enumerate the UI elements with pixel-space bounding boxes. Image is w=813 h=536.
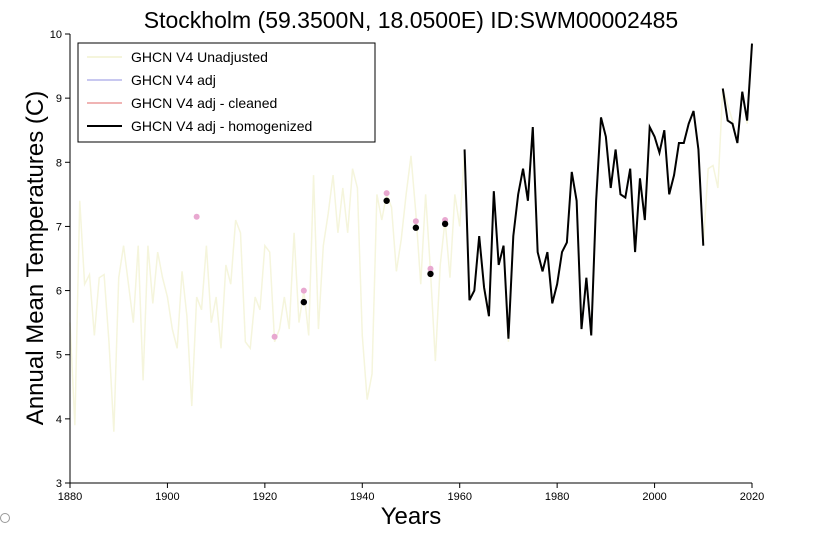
homogenized-point bbox=[441, 220, 449, 228]
x-tick-label: 1940 bbox=[350, 491, 374, 503]
legend-label-homogenized: GHCN V4 adj - homogenized bbox=[131, 118, 312, 134]
y-tick-label: 5 bbox=[56, 350, 62, 362]
x-tick-label: 1960 bbox=[447, 491, 471, 503]
x-tick-label: 1900 bbox=[155, 491, 179, 503]
corner-handle-icon bbox=[0, 513, 10, 523]
x-tick-label: 2000 bbox=[642, 491, 666, 503]
plot-area bbox=[69, 43, 753, 432]
cleaned-point bbox=[383, 190, 390, 197]
x-tick-label: 1920 bbox=[253, 491, 277, 503]
legend-label-unadjusted: GHCN V4 Unadjusted bbox=[131, 49, 268, 65]
y-tick-label: 7 bbox=[56, 221, 62, 233]
y-axis-label: Annual Mean Temperatures (C) bbox=[22, 91, 49, 425]
series-homogenized-line bbox=[721, 43, 753, 144]
legend-label-cleaned: GHCN V4 adj - cleaned bbox=[131, 95, 277, 111]
x-axis-label: Years bbox=[381, 503, 442, 530]
y-tick-label: 10 bbox=[50, 29, 62, 41]
x-axis: 1880 1900 1920 1940 1960 1980 2000 2020 bbox=[58, 482, 764, 503]
legend-label-adj: GHCN V4 adj bbox=[131, 72, 216, 88]
legend-box bbox=[77, 42, 376, 143]
y-tick-label: 4 bbox=[56, 414, 62, 426]
cleaned-point bbox=[271, 333, 278, 340]
homogenized-point bbox=[383, 197, 390, 204]
x-tick-label: 1880 bbox=[58, 491, 82, 503]
x-tick-label: 1980 bbox=[545, 491, 569, 503]
cleaned-point bbox=[427, 265, 434, 272]
cleaned-point bbox=[300, 287, 307, 294]
series-homogenized-line bbox=[463, 110, 705, 339]
homogenized-point bbox=[300, 298, 308, 306]
legend: GHCN V4 Unadjusted GHCN V4 adj GHCN V4 a… bbox=[77, 42, 376, 143]
homogenized-point bbox=[412, 224, 420, 231]
y-tick-label: 6 bbox=[56, 286, 62, 298]
y-axis: 3 4 5 6 7 8 9 10 bbox=[50, 29, 71, 490]
chart-title: Stockholm (59.3500N, 18.0500E) ID:SWM000… bbox=[144, 7, 678, 33]
y-tick-label: 9 bbox=[56, 93, 62, 105]
y-tick-label: 3 bbox=[56, 478, 62, 490]
cleaned-point bbox=[193, 213, 200, 220]
cleaned-point bbox=[412, 218, 419, 225]
homogenized-point bbox=[427, 270, 434, 278]
y-tick-label: 8 bbox=[56, 157, 62, 169]
x-tick-label: 2020 bbox=[740, 491, 764, 503]
